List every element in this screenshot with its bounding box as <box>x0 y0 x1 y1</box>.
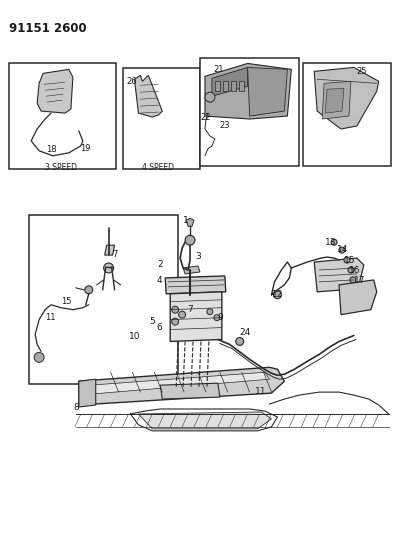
Bar <box>223 82 228 91</box>
Text: 24: 24 <box>240 328 251 336</box>
Circle shape <box>104 263 114 273</box>
Polygon shape <box>139 412 272 429</box>
Text: 26: 26 <box>127 77 137 86</box>
Text: 12: 12 <box>272 290 283 299</box>
Text: 8: 8 <box>73 403 79 412</box>
Text: 10: 10 <box>129 332 140 341</box>
Text: 15: 15 <box>61 297 71 306</box>
Polygon shape <box>170 292 222 342</box>
Text: 11: 11 <box>45 313 56 322</box>
Polygon shape <box>248 67 287 116</box>
Text: 4: 4 <box>156 276 162 285</box>
Circle shape <box>179 311 185 318</box>
Polygon shape <box>205 63 291 119</box>
Polygon shape <box>183 266 200 274</box>
Text: 15: 15 <box>344 256 355 265</box>
Polygon shape <box>37 69 73 113</box>
Text: 7: 7 <box>187 305 193 314</box>
Circle shape <box>185 235 195 245</box>
Text: 19: 19 <box>80 144 91 153</box>
Bar <box>200 59 299 166</box>
Text: 16: 16 <box>349 266 360 275</box>
Text: 2: 2 <box>157 260 163 269</box>
Text: 1: 1 <box>183 216 189 225</box>
Circle shape <box>172 318 179 325</box>
Polygon shape <box>186 219 194 227</box>
Polygon shape <box>314 258 364 292</box>
Polygon shape <box>314 67 379 129</box>
Text: 7: 7 <box>113 250 118 259</box>
Circle shape <box>205 92 215 102</box>
Circle shape <box>348 267 354 273</box>
Text: 6: 6 <box>156 322 162 332</box>
Text: 23: 23 <box>220 121 231 130</box>
Text: 25: 25 <box>356 67 366 76</box>
Text: 18: 18 <box>46 145 57 154</box>
Polygon shape <box>91 372 270 394</box>
Circle shape <box>339 247 345 253</box>
Circle shape <box>344 257 350 263</box>
Text: 3: 3 <box>195 252 201 261</box>
Circle shape <box>207 309 213 314</box>
Polygon shape <box>79 367 284 405</box>
Circle shape <box>172 306 179 313</box>
Polygon shape <box>212 67 248 96</box>
Text: 17: 17 <box>354 276 365 285</box>
Text: 3 SPEED: 3 SPEED <box>45 163 77 172</box>
Polygon shape <box>339 280 377 314</box>
Bar <box>303 63 391 166</box>
Polygon shape <box>322 82 351 119</box>
Polygon shape <box>135 75 162 117</box>
Polygon shape <box>160 383 220 399</box>
Circle shape <box>85 286 93 294</box>
Polygon shape <box>325 88 344 113</box>
Text: 11: 11 <box>254 387 266 396</box>
Bar <box>231 82 236 91</box>
Circle shape <box>34 352 44 362</box>
Bar <box>29 215 178 384</box>
Bar <box>10 63 116 168</box>
Polygon shape <box>105 245 115 255</box>
Circle shape <box>214 314 220 321</box>
Text: 14: 14 <box>337 245 349 254</box>
Text: 21: 21 <box>213 66 224 75</box>
Polygon shape <box>165 276 226 294</box>
Bar <box>239 82 244 91</box>
Circle shape <box>236 337 244 345</box>
Text: 4 SPEED: 4 SPEED <box>142 163 174 172</box>
Circle shape <box>274 291 281 299</box>
Circle shape <box>331 239 337 245</box>
Bar <box>215 82 220 91</box>
Bar <box>123 68 200 168</box>
Text: 91151 2600: 91151 2600 <box>10 22 87 35</box>
Circle shape <box>350 277 356 283</box>
Polygon shape <box>79 379 96 407</box>
Text: 5: 5 <box>149 317 155 326</box>
Text: 22: 22 <box>200 113 210 122</box>
Text: 13: 13 <box>325 238 337 247</box>
Text: 9: 9 <box>218 313 224 322</box>
